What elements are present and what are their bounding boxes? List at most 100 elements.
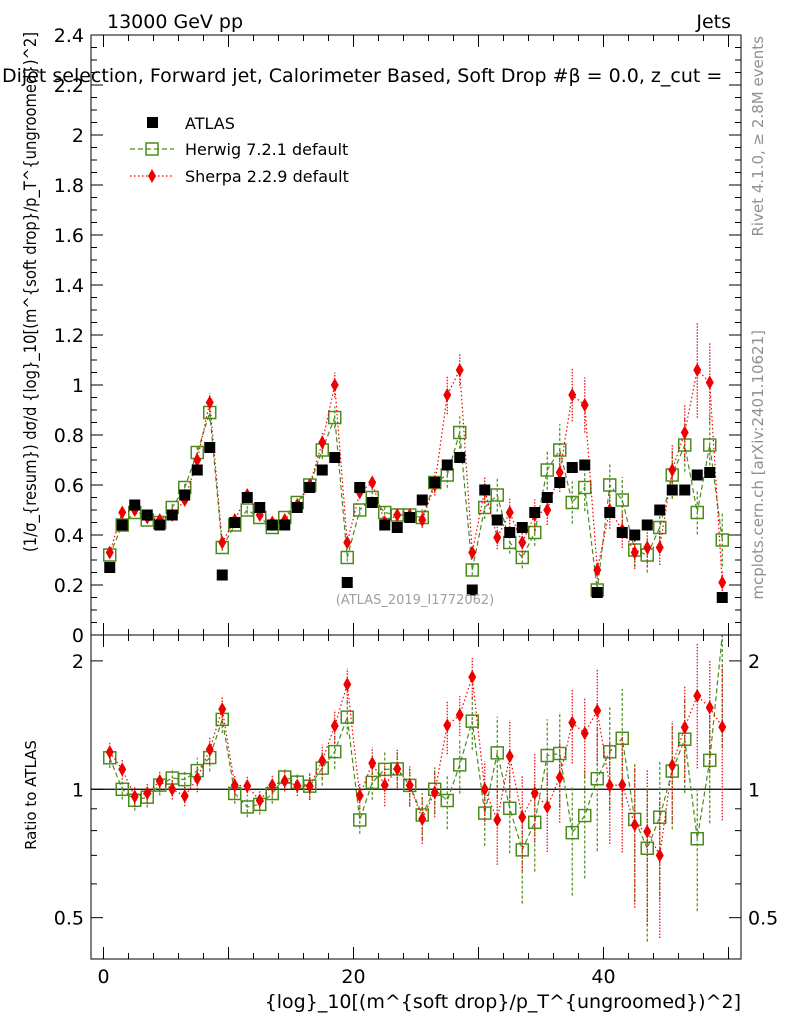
atlas-point (691, 469, 703, 481)
herwig-ratio-point (503, 801, 517, 816)
ratio-y-tick-label-right: 0.5 (748, 908, 778, 930)
y-tick-label: 2.4 (54, 25, 84, 47)
sherpa-ratio-point (668, 758, 677, 773)
sherpa-ratio-point (118, 762, 127, 777)
rivet-label: Rivet 4.1.0, ≥ 2.8M events (749, 36, 767, 237)
sherpa-ratio-point (693, 688, 702, 703)
chart-title: Dijet selection, Forward jet, Calorimete… (2, 65, 722, 87)
herwig-ratio-point (353, 813, 367, 827)
sherpa-point (668, 463, 677, 477)
sherpa-ratio-point (455, 708, 464, 723)
herwig-ratio-point (440, 793, 454, 808)
ratio-y-axis-label: Ratio to ATLAS (22, 740, 40, 850)
herwig-point (453, 425, 467, 440)
atlas-point (429, 477, 441, 488)
sherpa-ratio-point (193, 771, 202, 786)
sherpa-ratio-point (218, 702, 227, 717)
ratio-y-tick-label-right: 2 (748, 651, 760, 673)
atlas-point (491, 514, 503, 526)
legend-label-atlas: ATLAS (185, 114, 235, 133)
atlas-point (254, 502, 266, 513)
atlas-point (454, 452, 466, 463)
atlas-point (679, 484, 691, 496)
sherpa-ratio-point (618, 777, 627, 792)
herwig-ratio-point (690, 831, 704, 846)
sherpa-point (555, 465, 564, 480)
sherpa-ratio-point (380, 778, 389, 793)
sherpa-ratio-point (305, 779, 314, 794)
atlas-point (516, 522, 528, 533)
sherpa-ratio-point (555, 770, 564, 785)
x-tick-label: 20 (341, 966, 365, 988)
atlas-point (654, 504, 666, 516)
atlas-point (566, 462, 578, 473)
atlas-point (179, 489, 191, 501)
y-tick-label: 1.8 (54, 175, 84, 197)
sherpa-point (105, 545, 114, 560)
sherpa-point (368, 475, 377, 490)
atlas-point (591, 587, 603, 598)
sherpa-ratio-point (268, 778, 277, 793)
atlas-point (354, 482, 366, 493)
sherpa-point (493, 530, 502, 545)
atlas-point (154, 519, 166, 531)
sherpa-point (680, 425, 689, 440)
sherpa-point (218, 535, 227, 550)
sherpa-point (118, 505, 127, 520)
herwig-ratio-point (340, 710, 354, 724)
atlas-point (266, 519, 278, 531)
herwig-point (478, 500, 492, 515)
sherpa-point (418, 513, 427, 527)
x-axis-label: {log}_10[(m^{soft drop}/p_T^{ungroomed})… (265, 991, 741, 1013)
legend-marker-atlas (147, 117, 158, 128)
series-line (109, 412, 723, 591)
y-tick-label: 0.4 (54, 525, 84, 547)
x-tick-label: 0 (97, 966, 109, 988)
sherpa-ratio-point (530, 786, 539, 801)
herwig-ratio-point (478, 806, 492, 820)
herwig-ratio-point (453, 758, 467, 772)
y-tick-label: 0.2 (54, 575, 84, 597)
atlas-point (441, 459, 453, 471)
atlas-point (579, 459, 591, 471)
atlas-point (541, 492, 553, 503)
sherpa-ratio-point (143, 786, 152, 801)
herwig-ratio-point (640, 841, 654, 856)
atlas-point (716, 592, 728, 603)
herwig-point (490, 488, 504, 502)
atlas-point (604, 507, 616, 518)
herwig-point (540, 463, 554, 477)
sherpa-point (318, 435, 327, 450)
sherpa-ratio-point (568, 715, 577, 730)
sherpa-point (580, 398, 589, 412)
sherpa-point (468, 545, 477, 560)
ratio-y-tick-label: 0.5 (54, 908, 84, 930)
sherpa-point (643, 540, 652, 555)
y-tick-label: 1.6 (54, 225, 84, 247)
atlas-point (404, 512, 416, 523)
sherpa-point (693, 363, 702, 377)
herwig-ratio-point (328, 744, 342, 759)
ratio-panel-frame (90, 634, 742, 960)
sherpa-point (568, 388, 577, 402)
y-tick-label: 1 (72, 375, 84, 397)
y-tick-label: 1.4 (54, 275, 84, 297)
sherpa-point (705, 375, 714, 390)
atlas-point (391, 522, 403, 533)
y-tick-label: 0.6 (54, 475, 84, 497)
legend-label-sherpa: Sherpa 2.2.9 default (185, 167, 349, 186)
legend-marker-sherpa (148, 169, 156, 183)
sherpa-ratio-point (293, 778, 302, 793)
herwig-point (690, 505, 704, 520)
energy-label: 13000 GeV pp (107, 11, 243, 33)
herwig-ratio-point (115, 782, 129, 797)
sherpa-point (593, 563, 602, 577)
herwig-point (578, 480, 592, 495)
sherpa-ratio-point (655, 848, 664, 863)
sherpa-point (518, 535, 527, 550)
atlas-point (379, 519, 391, 531)
herwig-point (615, 493, 629, 507)
sherpa-point (505, 505, 514, 520)
sherpa-ratio-point (105, 745, 114, 760)
sherpa-ratio-point (518, 810, 527, 825)
